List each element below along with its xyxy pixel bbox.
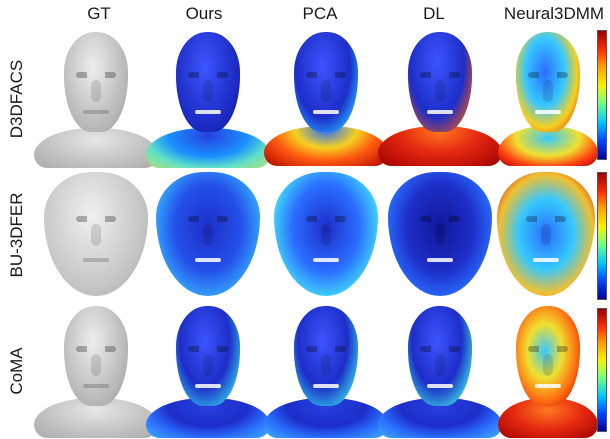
face-dl-bu-3dfer bbox=[388, 170, 492, 302]
face-pca-d3dfacs bbox=[264, 28, 388, 170]
face-dl-d3dfacs bbox=[378, 28, 502, 170]
face-neural3dmm-coma bbox=[498, 302, 598, 439]
face-ours-d3dfacs bbox=[146, 28, 270, 170]
colorbar-bu-3dfer bbox=[597, 172, 607, 300]
face-gt-coma bbox=[34, 302, 158, 439]
row-bu-3dfer: BU-3DFER bbox=[0, 170, 610, 302]
column-header-pca: PCA bbox=[302, 4, 338, 23]
face-ours-bu-3dfer bbox=[156, 170, 260, 302]
colorbar-d3dfacs bbox=[597, 30, 607, 160]
row-label-coma: CoMA bbox=[7, 347, 26, 395]
face-dl-coma bbox=[378, 302, 502, 439]
row-label-d3dfacs: D3DFACS bbox=[7, 59, 26, 139]
row-label-bu-3dfer: BU-3DFER bbox=[7, 192, 26, 278]
column-header-neural3dmm: Neural3DMM bbox=[503, 4, 605, 23]
colorbar-coma bbox=[597, 308, 607, 432]
face-pca-bu-3dfer bbox=[274, 170, 378, 302]
face-ours-coma bbox=[146, 302, 270, 439]
row-coma: CoMA bbox=[0, 302, 610, 439]
face-gt-bu-3dfer bbox=[44, 170, 148, 302]
face-neural3dmm-bu-3dfer bbox=[496, 170, 596, 302]
column-header-gt: GT bbox=[87, 4, 111, 23]
column-header-ours: Ours bbox=[185, 4, 223, 23]
face-neural3dmm-d3dfacs bbox=[498, 28, 598, 170]
column-header-dl: DL bbox=[423, 4, 445, 23]
row-d3dfacs: D3DFACS bbox=[0, 28, 610, 170]
face-gt-d3dfacs bbox=[34, 28, 158, 170]
face-pca-coma bbox=[264, 302, 388, 439]
